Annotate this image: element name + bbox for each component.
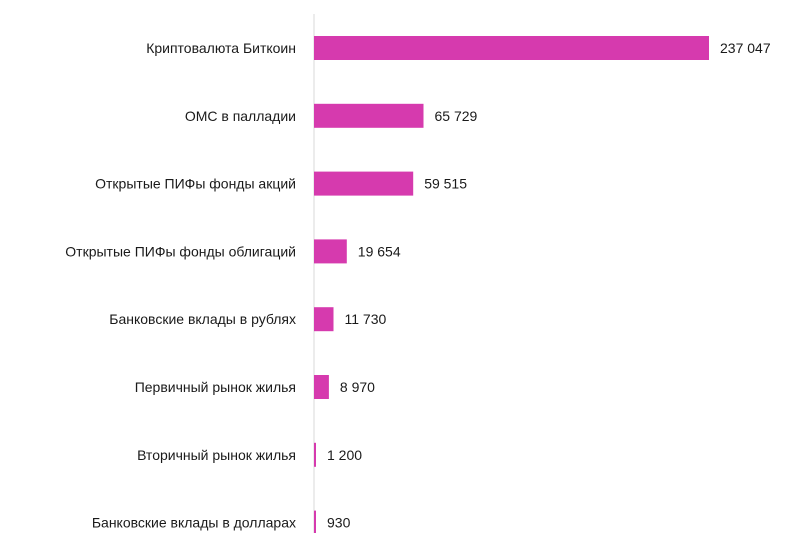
value-label: 59 515 [424, 176, 467, 192]
value-label: 19 654 [358, 243, 401, 259]
bar [314, 510, 316, 533]
bar [314, 375, 329, 399]
category-label: Первичный рынок жилья [135, 379, 296, 395]
bar [314, 239, 347, 264]
value-label: 8 970 [340, 379, 375, 395]
category-label: ОМС в палладии [185, 108, 296, 124]
value-label: 930 [327, 515, 351, 531]
category-label: Открытые ПИФы фонды облигаций [65, 243, 296, 259]
category-label: Открытые ПИФы фонды акций [95, 176, 296, 192]
value-label: 11 730 [345, 311, 387, 327]
bar [314, 103, 424, 128]
bar [314, 307, 334, 332]
value-label: 237 047 [720, 40, 771, 56]
value-label: 65 729 [435, 108, 478, 124]
category-label: Банковские вклады в долларах [92, 515, 296, 531]
category-label: Криптовалюта Биткоин [146, 40, 296, 56]
value-label: 1 200 [327, 447, 362, 463]
bar [314, 442, 316, 467]
category-label: Вторичный рынок жилья [137, 447, 296, 463]
category-label: Банковские вклады в рублях [109, 311, 296, 327]
category-labels-group: Криптовалюта Биткоин ОМС в палладии Открыт… [65, 40, 296, 531]
value-labels-group: 237 047 65 729 59 515 19 654 11 730 8 970 1 20… [327, 40, 771, 531]
bar [314, 171, 414, 196]
bar [314, 36, 709, 60]
bars-group [314, 36, 709, 533]
